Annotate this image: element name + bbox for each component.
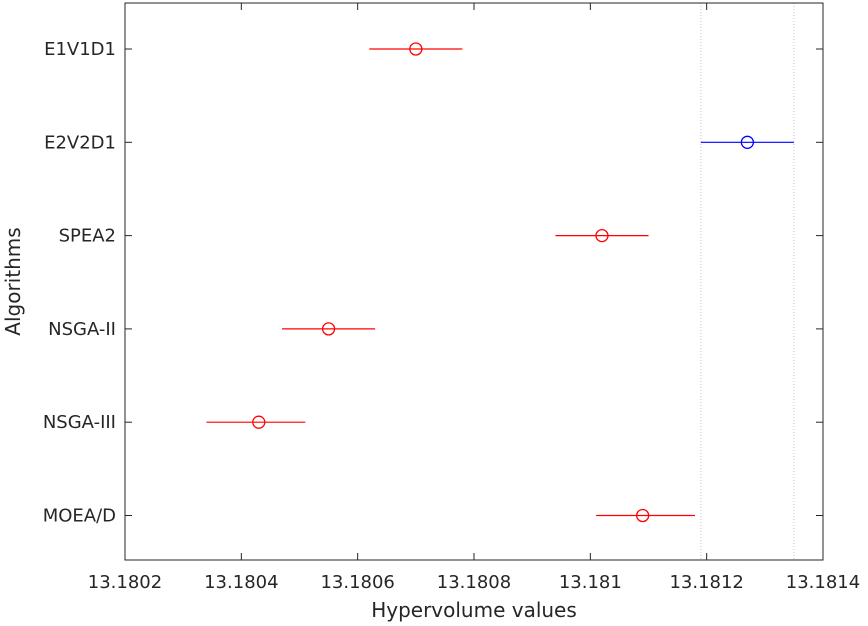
x-tick-labels: 13.1802 13.1804 13.1806 13.1808 13.181 13.181…: [88, 572, 860, 593]
mean-marker-spea2: [595, 228, 609, 243]
mean-marker-e2v2d1: [740, 135, 755, 149]
y-tick-label: MOEA/D: [43, 506, 116, 527]
x-tick-label: 13.1804: [204, 572, 278, 593]
y-tick-label: SPEA2: [59, 226, 116, 247]
x-tick-label: 13.1806: [320, 572, 394, 593]
x-tick-label: 13.1812: [669, 572, 743, 593]
ticks: [124, 3, 824, 560]
y-tick-label: E2V2D1: [44, 132, 116, 153]
x-tick-label: 13.1802: [88, 572, 162, 593]
y-tick-labels: E1V1D1 E2V2D1 SPEA2 NSGA-II NSGA-III MOEA/D: [43, 39, 116, 527]
mean-marker-e1v1d1: [409, 42, 423, 56]
y-axis-label: Algorithms: [1, 227, 25, 335]
reference-lines: [700, 3, 795, 560]
mean-marker-moea-d: [636, 508, 650, 523]
mean-marker-nsga-iii: [252, 415, 266, 429]
y-tick-label: NSGA-II: [48, 319, 116, 340]
x-tick-label: 13.1814: [786, 572, 860, 593]
axes-box: [124, 2, 824, 561]
x-axis-label: Hypervolume values: [371, 598, 577, 622]
intervals: [206, 42, 794, 523]
y-tick-label: E1V1D1: [44, 39, 116, 60]
y-tick-label: NSGA-III: [43, 412, 116, 433]
mean-marker-nsga-ii: [321, 322, 336, 336]
x-tick-label: 13.181: [559, 572, 622, 593]
x-tick-label: 13.1808: [437, 572, 511, 593]
